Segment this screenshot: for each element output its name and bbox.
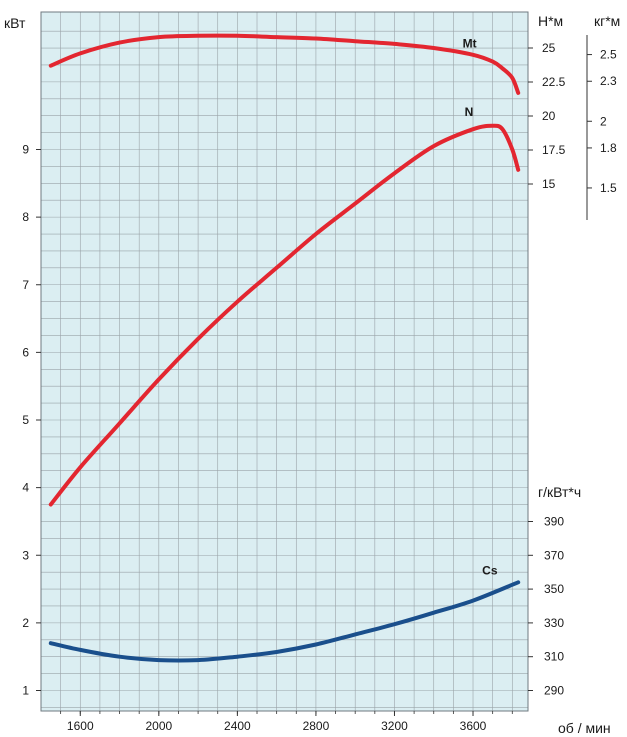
grid: [40, 11, 529, 712]
power-tick-label: 7: [22, 278, 29, 292]
labels: 1600 2000 2400 2800 3200 3600 об / мин 1 2 3 4 5 6 7 8…: [4, 13, 620, 736]
power-unit-label: кВт: [4, 15, 26, 31]
power-tick-label: 5: [22, 413, 29, 427]
x-axis-label: об / мин: [558, 720, 611, 736]
power-tick-label: 2: [22, 616, 29, 630]
torque-nm-tick-label: 25: [542, 41, 556, 55]
consumption-tick-label: 390: [544, 515, 564, 529]
plot-background: [41, 12, 528, 711]
series: [48, 33, 521, 663]
series-line-mt: [48, 33, 521, 95]
x-tick-label: 1600: [67, 719, 94, 733]
power-tick-label: 9: [22, 143, 29, 157]
torque-nm-tick-label: 22.5: [542, 75, 566, 89]
torque-nm-tick-label: 15: [542, 177, 556, 191]
power-tick-label: 1: [22, 684, 29, 698]
torque-kgm-tick-label: 2.5: [600, 48, 617, 62]
torque-kgm-tick-label: 1.5: [600, 181, 617, 195]
consumption-tick-label: 330: [544, 616, 564, 630]
consumption-tick-label: 290: [544, 684, 564, 698]
consumption-tick-label: 350: [544, 582, 564, 596]
series-line-n: [48, 123, 521, 507]
series-label-mt: Mt: [463, 37, 477, 51]
axes: [36, 35, 592, 716]
consumption-tick-label: 310: [544, 650, 564, 664]
power-tick-label: 3: [22, 548, 29, 562]
torque-nm-tick-label: 20: [542, 109, 556, 123]
power-tick-label: 4: [22, 481, 29, 495]
consumption-tick-label: 370: [544, 548, 564, 562]
x-tick-label: 3200: [381, 719, 408, 733]
torque-nm-unit-label: Н*м: [538, 13, 563, 29]
power-tick-label: 6: [22, 345, 29, 359]
torque-nm-tick-label: 17.5: [542, 143, 566, 157]
torque-kgm-tick-label: 2: [600, 114, 607, 128]
power-tick-label: 8: [22, 210, 29, 224]
torque-kgm-tick-label: 2.3: [600, 74, 617, 88]
series-label-cs: Cs: [482, 563, 498, 577]
series-label-n: N: [465, 105, 474, 119]
torque-kgm-tick-label: 1.8: [600, 141, 617, 155]
x-tick-label: 3600: [460, 719, 487, 733]
x-tick-label: 2800: [303, 719, 330, 733]
x-tick-label: 2000: [145, 719, 172, 733]
plot-frame: [40, 11, 529, 712]
series-line-cs: [48, 580, 521, 663]
x-tick-label: 2400: [224, 719, 251, 733]
consumption-unit-label: г/кВт*ч: [538, 484, 581, 500]
torque-kgm-unit-label: кг*м: [594, 13, 620, 29]
